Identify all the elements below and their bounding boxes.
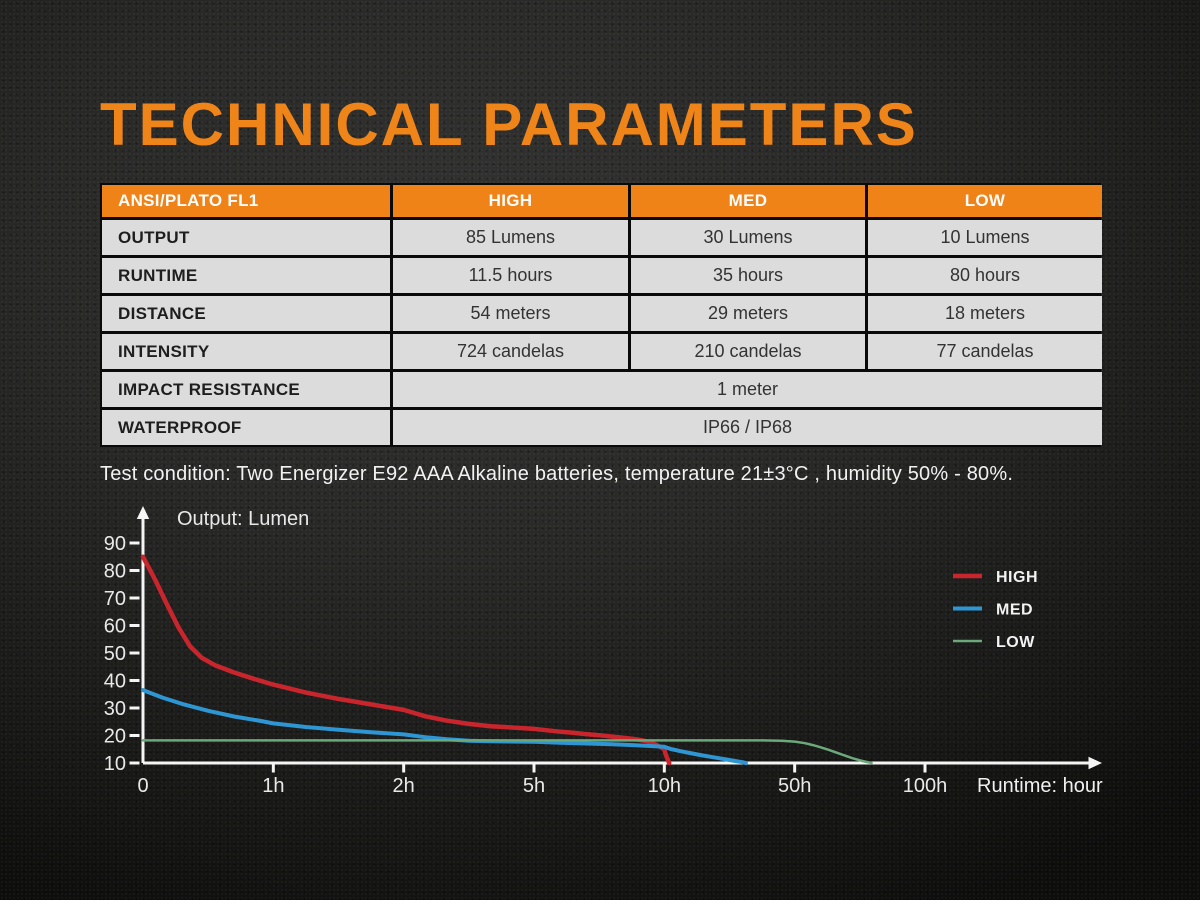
x-tick-label: 100h <box>903 775 948 797</box>
series-line-low <box>141 739 873 765</box>
table-header-med: MED <box>631 185 865 217</box>
distance-med: 29 meters <box>631 296 865 331</box>
intensity-med: 210 candelas <box>631 334 865 369</box>
x-tick-label: 5h <box>523 775 545 797</box>
distance-high: 54 meters <box>393 296 628 331</box>
series-line-med <box>141 688 748 765</box>
y-tick-label: 10 <box>104 753 126 775</box>
runtime-chart-svg: 10 20 30 40 50 60 70 80 90 0 1h 2h 5h 10h 50h 100h Outpu… <box>104 506 1103 797</box>
y-tick-label: 40 <box>104 671 126 693</box>
row-label-distance: DISTANCE <box>102 296 390 331</box>
y-axis-arrow <box>136 506 150 519</box>
runtime-chart: 10 20 30 40 50 60 70 80 90 0 1h 2h 5h 10h 50h 100h Outpu… <box>0 495 1200 825</box>
y-axis-title: Output: Lumen <box>177 508 309 530</box>
table-header-low: LOW <box>868 185 1102 217</box>
table-header-high: HIGH <box>393 185 628 217</box>
row-label-intensity: INTENSITY <box>102 334 390 369</box>
x-tick-label: 1h <box>262 775 284 797</box>
x-tick-label: 2h <box>393 775 415 797</box>
impact-resistance-value: 1 meter <box>393 372 1102 407</box>
y-tick-label: 60 <box>104 616 126 638</box>
runtime-high: 11.5 hours <box>393 258 628 293</box>
row-label-runtime: RUNTIME <box>102 258 390 293</box>
distance-low: 18 meters <box>868 296 1102 331</box>
y-tick-label: 90 <box>104 533 126 555</box>
table-header-standard: ANSI/PLATO FL1 <box>102 185 390 217</box>
intensity-high: 724 candelas <box>393 334 628 369</box>
x-axis-arrow <box>1088 756 1102 770</box>
y-tick-label: 70 <box>104 588 126 610</box>
x-tick-label: 0 <box>137 775 148 797</box>
y-tick-label: 30 <box>104 698 126 720</box>
row-label-waterproof: WATERPROOF <box>102 410 390 445</box>
intensity-low: 77 candelas <box>868 334 1102 369</box>
y-tick-label: 80 <box>104 561 126 583</box>
output-high: 85 Lumens <box>393 220 628 255</box>
row-label-output: OUTPUT <box>102 220 390 255</box>
row-label-impact-resistance: IMPACT RESISTANCE <box>102 372 390 407</box>
legend-label-med: MED <box>996 602 1033 619</box>
output-low: 10 Lumens <box>868 220 1102 255</box>
spec-table: ANSI/PLATO FL1 HIGH MED LOW OUTPUT 85 Lu… <box>100 183 1102 447</box>
series-line-high <box>140 554 672 766</box>
page-title: TECHNICAL PARAMETERS <box>100 91 918 158</box>
runtime-low: 80 hours <box>868 258 1102 293</box>
x-tick-label: 10h <box>648 775 681 797</box>
y-tick-label: 50 <box>104 643 126 665</box>
legend-label-low: LOW <box>996 634 1035 651</box>
y-tick-label: 20 <box>104 726 126 748</box>
x-axis-title: Runtime: hour <box>977 775 1103 797</box>
test-condition-note: Test condition: Two Energizer E92 AAA Al… <box>100 463 1014 485</box>
waterproof-value: IP66 / IP68 <box>393 410 1102 445</box>
x-tick-label: 50h <box>778 775 811 797</box>
runtime-med: 35 hours <box>631 258 865 293</box>
legend-label-high: HIGH <box>996 569 1038 586</box>
output-med: 30 Lumens <box>631 220 865 255</box>
